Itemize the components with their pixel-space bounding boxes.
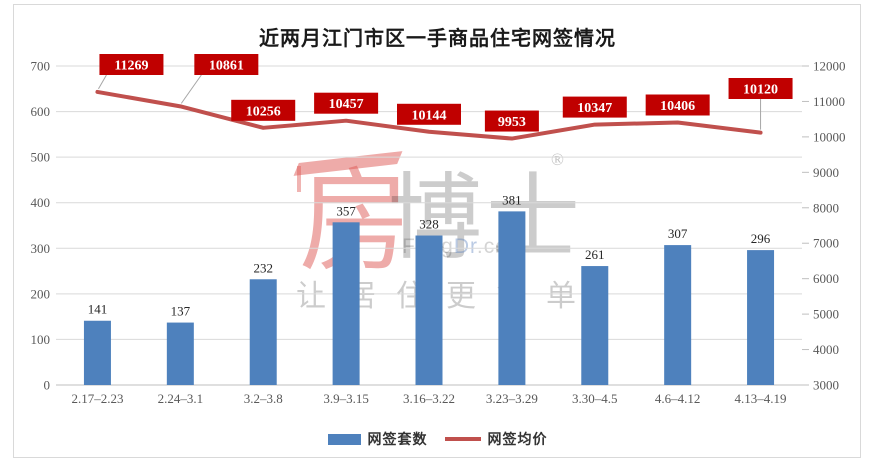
right-axis-tick-label: 4000: [813, 342, 839, 357]
right-axis-tick-label: 12000: [813, 59, 846, 74]
right-axis-tick-label: 11000: [813, 94, 845, 109]
bar-2.24–3.1: [166, 322, 194, 385]
right-axis-tick-label: 7000: [813, 236, 839, 251]
x-axis-category-label: 3.2–3.8: [244, 391, 283, 406]
price-line: [95, 89, 763, 141]
legend-line-swatch: [444, 437, 481, 441]
price-label-value: 10256: [246, 104, 281, 119]
left-axis-tick-label: 300: [31, 241, 51, 256]
x-axis-category-label: 2.24–3.1: [158, 391, 204, 406]
bar-value-label: 137: [171, 304, 191, 319]
left-axis-tick-label: 0: [44, 378, 51, 393]
price-label-box: [484, 110, 539, 132]
bar-4.13–4.19: [747, 250, 775, 385]
left-axis-tick-label: 500: [31, 150, 51, 165]
price-label-value: 10457: [329, 97, 364, 112]
right-axis-tick-label: 10000: [813, 129, 846, 144]
bar-3.23–3.29: [498, 211, 526, 385]
left-axis-tick-label: 400: [31, 195, 51, 210]
price-label-box: [231, 99, 296, 121]
chart-title: 近两月江门市区一手商品住宅网签情况: [259, 28, 616, 50]
price-label-box: [194, 54, 259, 75]
x-axis-category-label: 3.16–3.22: [403, 391, 455, 406]
price-label-value: 9953: [498, 115, 526, 130]
bar-4.6–4.12: [664, 245, 692, 385]
bar-value-label: 328: [419, 217, 439, 232]
bar-3.2–3.8: [249, 279, 277, 385]
legend: 网签套数 网签均价: [0, 429, 875, 449]
bar-3.16–3.22: [415, 235, 443, 385]
bar-value-label: 261: [585, 247, 605, 262]
left-axis-tick-label: 200: [31, 286, 51, 301]
price-label-value: 10406: [660, 99, 695, 114]
right-axis-tick-label: 6000: [813, 271, 839, 286]
right-axis-tick-label: 3000: [813, 378, 839, 393]
bar-3.9–3.15: [332, 222, 360, 385]
left-axis-tick-label: 700: [31, 59, 51, 74]
bar-value-label: 307: [668, 226, 688, 241]
price-label-value: 11269: [114, 59, 148, 74]
price-label-box: [314, 92, 379, 114]
bar-value-label: 232: [253, 260, 273, 275]
bar-3.30–4.5: [581, 266, 609, 385]
price-label-value: 10347: [577, 101, 612, 116]
x-axis-category-label: 3.23–3.29: [486, 391, 538, 406]
label-leader-line: [180, 74, 202, 104]
legend-bar-label: 网签套数: [367, 433, 428, 448]
legend-line-label: 网签均价: [487, 433, 548, 448]
price-label-value: 10120: [743, 83, 778, 98]
bar-value-label: 357: [336, 203, 356, 218]
left-axis-tick-label: 600: [31, 104, 51, 119]
left-axis-tick-label: 100: [31, 332, 51, 347]
price-label-box: [728, 78, 793, 99]
bar-value-label: 141: [88, 302, 108, 317]
x-axis-category-label: 3.9–3.15: [323, 391, 369, 406]
x-axis-category-label: 2.17–2.23: [71, 391, 123, 406]
price-label-box: [562, 96, 627, 118]
legend-bar-swatch: [327, 433, 361, 445]
label-leader-line: [98, 74, 107, 90]
price-label-box: [645, 94, 710, 116]
bar-value-label: 296: [751, 231, 771, 246]
price-label-box: [397, 103, 461, 125]
bar-2.17–2.23: [83, 320, 111, 385]
price-label-box: [99, 54, 164, 75]
bar-value-label: 381: [502, 192, 522, 207]
right-axis-tick-label: 5000: [813, 307, 839, 322]
x-axis-category-label: 3.30–4.5: [572, 391, 618, 406]
price-label-value: 10144: [412, 108, 447, 123]
right-axis-tick-label: 9000: [813, 165, 839, 180]
x-axis-category-label: 4.13–4.19: [735, 391, 787, 406]
x-axis-category-label: 4.6–4.12: [655, 391, 701, 406]
price-label-value: 10861: [209, 59, 244, 74]
right-axis-tick-label: 8000: [813, 200, 839, 215]
